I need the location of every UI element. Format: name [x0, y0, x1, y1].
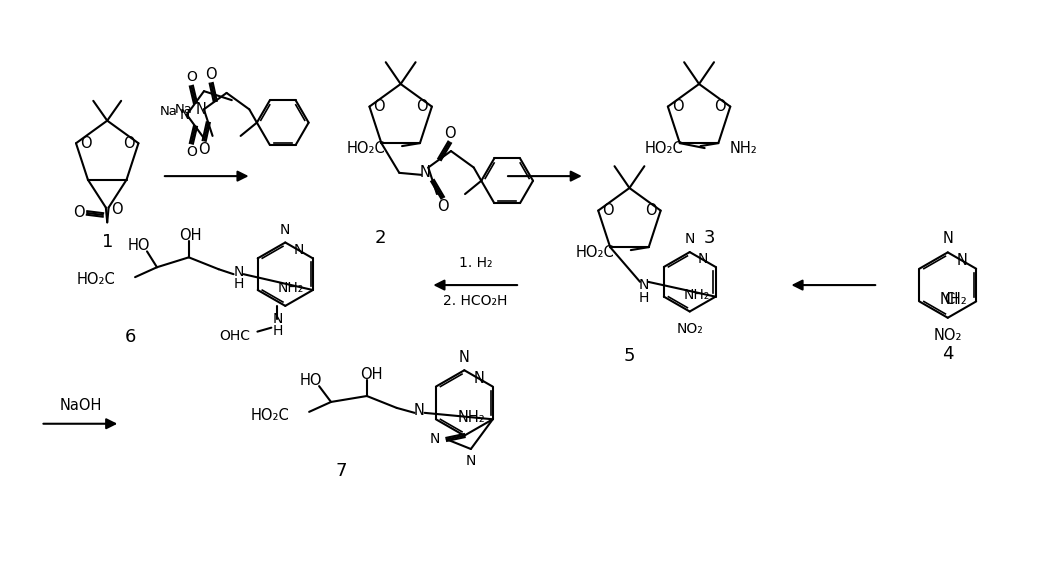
- Text: NO₂: NO₂: [676, 322, 704, 336]
- Text: 4: 4: [942, 345, 953, 363]
- Text: O: O: [74, 205, 85, 221]
- Text: 1: 1: [102, 233, 113, 252]
- Text: 6: 6: [124, 328, 135, 346]
- Text: N: N: [233, 265, 244, 279]
- Text: N: N: [294, 243, 304, 257]
- Text: O: O: [437, 199, 448, 214]
- Text: OHC: OHC: [219, 329, 251, 343]
- Text: OH: OH: [180, 228, 202, 243]
- Text: O: O: [111, 202, 123, 217]
- Text: HO₂C: HO₂C: [575, 245, 614, 260]
- Text: N: N: [414, 404, 425, 418]
- Text: NH₂: NH₂: [939, 292, 967, 307]
- Text: NH₂: NH₂: [730, 140, 757, 156]
- Text: O: O: [206, 67, 217, 82]
- Text: HO₂C: HO₂C: [645, 140, 684, 156]
- Text: HO₂C: HO₂C: [346, 140, 385, 156]
- Text: O: O: [186, 70, 196, 84]
- Text: 3: 3: [704, 229, 715, 246]
- Text: OH: OH: [360, 367, 383, 382]
- Text: Cl: Cl: [944, 292, 959, 307]
- Text: O: O: [416, 99, 427, 114]
- Text: O: O: [603, 203, 614, 218]
- Text: N: N: [195, 102, 207, 117]
- Text: HO₂C: HO₂C: [77, 271, 116, 287]
- Text: N: N: [420, 166, 430, 180]
- Text: Na: Na: [160, 105, 177, 118]
- Text: NH₂: NH₂: [458, 410, 485, 425]
- Text: O: O: [123, 136, 134, 151]
- Text: O: O: [645, 203, 656, 218]
- Text: O: O: [672, 99, 684, 114]
- Text: N: N: [459, 350, 469, 365]
- Text: N: N: [429, 432, 440, 446]
- Text: HO: HO: [300, 373, 322, 388]
- Text: Na: Na: [175, 103, 193, 116]
- Text: N: N: [474, 371, 484, 386]
- Text: O: O: [80, 136, 91, 151]
- Text: NH₂: NH₂: [684, 288, 710, 302]
- Text: 7: 7: [335, 462, 346, 480]
- Text: H: H: [272, 324, 282, 338]
- Text: H: H: [638, 291, 649, 305]
- Text: 1. H₂: 1. H₂: [459, 256, 492, 270]
- Text: O: O: [186, 145, 196, 159]
- Text: N: N: [638, 278, 649, 292]
- Text: HO: HO: [128, 238, 150, 253]
- Text: H: H: [233, 277, 244, 291]
- Text: N: N: [466, 454, 476, 468]
- Text: 5: 5: [624, 347, 635, 366]
- Text: O: O: [715, 99, 727, 114]
- Text: N: N: [280, 223, 291, 236]
- Text: 2. HCO₂H: 2. HCO₂H: [443, 294, 507, 308]
- Text: N: N: [957, 253, 968, 269]
- Text: N: N: [180, 108, 190, 122]
- Text: O: O: [444, 126, 456, 141]
- Text: N: N: [942, 231, 953, 246]
- Text: O: O: [198, 142, 210, 157]
- Text: 2: 2: [375, 229, 386, 246]
- Text: NH₂: NH₂: [277, 281, 303, 295]
- Text: N: N: [685, 232, 695, 246]
- Text: N: N: [697, 252, 708, 266]
- Text: NO₂: NO₂: [933, 328, 962, 343]
- Text: N: N: [272, 312, 282, 326]
- Text: NaOH: NaOH: [59, 398, 102, 414]
- Text: O: O: [374, 99, 385, 114]
- Text: HO₂C: HO₂C: [251, 408, 289, 424]
